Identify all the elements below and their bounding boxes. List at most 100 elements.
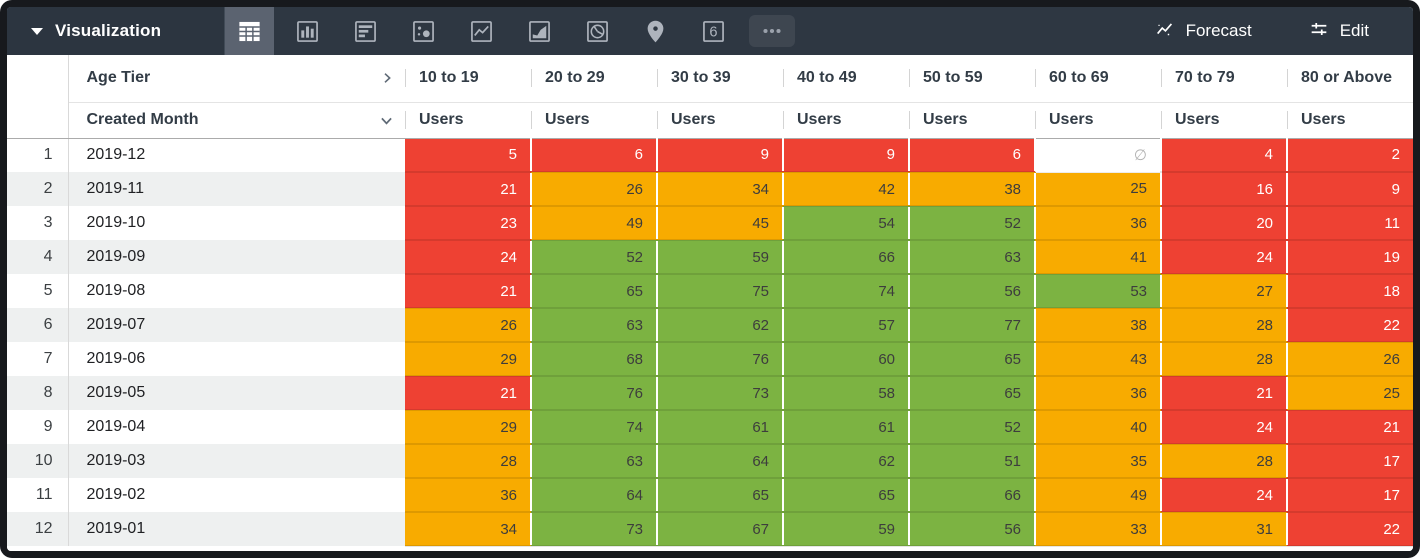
value-cell[interactable]: 20 [1160, 206, 1287, 241]
value-cell[interactable]: 65 [656, 478, 783, 513]
value-cell[interactable]: 21 [1286, 410, 1413, 445]
measure-header[interactable]: Users [657, 102, 783, 139]
value-cell[interactable]: 68 [530, 342, 657, 377]
month-cell[interactable]: 2019-04 [68, 410, 405, 444]
value-cell[interactable]: 67 [656, 512, 783, 547]
value-cell[interactable]: 25 [1286, 376, 1413, 411]
value-cell[interactable]: 51 [908, 444, 1035, 479]
value-cell[interactable]: 61 [656, 410, 783, 445]
value-cell[interactable]: 66 [782, 240, 909, 275]
value-cell[interactable]: 28 [1160, 342, 1287, 377]
value-cell[interactable]: 52 [908, 410, 1035, 445]
forecast-button[interactable]: Forecast [1154, 18, 1252, 45]
viz-type-table[interactable] [225, 7, 274, 55]
value-cell[interactable]: 21 [1160, 376, 1287, 411]
viz-type-area[interactable] [515, 7, 564, 55]
pivot-column-header[interactable]: 40 to 49 [783, 55, 909, 103]
month-cell[interactable]: 2019-05 [68, 376, 405, 410]
viz-type-map[interactable] [631, 7, 680, 55]
value-cell[interactable]: 27 [1160, 274, 1287, 309]
pivot-column-header[interactable]: 20 to 29 [531, 55, 657, 103]
value-cell[interactable]: 25 [1034, 172, 1161, 207]
value-cell[interactable]: 59 [782, 512, 909, 547]
value-cell[interactable]: 74 [782, 274, 909, 309]
value-cell[interactable]: 26 [405, 308, 531, 343]
value-cell[interactable]: 38 [1034, 308, 1161, 343]
edit-button[interactable]: Edit [1308, 18, 1369, 45]
value-cell[interactable]: 28 [1160, 444, 1287, 479]
value-cell[interactable]: 9 [1286, 172, 1413, 207]
value-cell[interactable]: 73 [656, 376, 783, 411]
value-cell[interactable]: 66 [908, 478, 1035, 513]
value-cell[interactable]: 33 [1034, 512, 1161, 547]
value-cell[interactable]: 19 [1286, 240, 1413, 275]
value-cell[interactable]: 28 [1160, 308, 1287, 343]
value-cell[interactable]: 36 [1034, 206, 1161, 241]
value-cell[interactable]: 62 [782, 444, 909, 479]
value-cell[interactable]: 53 [1034, 274, 1161, 309]
month-cell[interactable]: 2019-02 [68, 478, 405, 512]
value-cell[interactable]: 24 [1160, 240, 1287, 275]
value-cell[interactable]: 6 [908, 138, 1035, 173]
value-cell[interactable]: 76 [530, 376, 657, 411]
value-cell[interactable]: 45 [656, 206, 783, 241]
value-cell[interactable]: 65 [782, 478, 909, 513]
month-cell[interactable]: 2019-03 [68, 444, 405, 478]
pivot-column-header[interactable]: 10 to 19 [405, 55, 531, 103]
month-cell[interactable]: 2019-06 [68, 342, 405, 376]
value-cell[interactable]: 18 [1286, 274, 1413, 309]
measure-header[interactable]: Users [531, 102, 657, 139]
value-cell[interactable]: 64 [656, 444, 783, 479]
measure-header[interactable]: Users [783, 102, 909, 139]
value-cell[interactable]: 65 [908, 376, 1035, 411]
value-cell[interactable]: 65 [530, 274, 657, 309]
value-cell[interactable]: 26 [530, 172, 657, 207]
pivot-field-header[interactable]: Age Tier [68, 55, 405, 103]
value-cell[interactable]: 63 [908, 240, 1035, 275]
value-cell[interactable]: 62 [656, 308, 783, 343]
month-cell[interactable]: 2019-09 [68, 240, 405, 274]
value-cell[interactable]: 63 [530, 308, 657, 343]
value-cell[interactable]: 17 [1286, 478, 1413, 513]
value-cell[interactable]: 64 [530, 478, 657, 513]
viz-type-line[interactable] [457, 7, 506, 55]
value-cell[interactable]: 11 [1286, 206, 1413, 241]
value-cell[interactable]: 21 [405, 376, 531, 411]
value-cell[interactable]: 5 [405, 138, 531, 173]
null-value-cell[interactable]: ∅ [1034, 138, 1161, 173]
value-cell[interactable]: 35 [1034, 444, 1161, 479]
visualization-section-toggle[interactable]: Visualization [7, 7, 225, 55]
value-cell[interactable]: 36 [1034, 376, 1161, 411]
value-cell[interactable]: 77 [908, 308, 1035, 343]
value-cell[interactable]: 9 [656, 138, 783, 173]
measure-header[interactable]: Users [1161, 102, 1287, 139]
measure-header[interactable]: Users [1035, 102, 1161, 139]
value-cell[interactable]: 76 [656, 342, 783, 377]
value-cell[interactable]: 52 [530, 240, 657, 275]
value-cell[interactable]: 59 [656, 240, 783, 275]
value-cell[interactable]: 34 [405, 512, 531, 547]
viz-type-pie[interactable] [573, 7, 622, 55]
value-cell[interactable]: 21 [405, 172, 531, 207]
value-cell[interactable]: 2 [1286, 138, 1413, 173]
value-cell[interactable]: 28 [405, 444, 531, 479]
value-cell[interactable]: 40 [1034, 410, 1161, 445]
value-cell[interactable]: 31 [1160, 512, 1287, 547]
viz-type-more[interactable] [747, 7, 796, 55]
value-cell[interactable]: 17 [1286, 444, 1413, 479]
value-cell[interactable]: 22 [1286, 512, 1413, 547]
value-cell[interactable]: 57 [782, 308, 909, 343]
value-cell[interactable]: 63 [530, 444, 657, 479]
value-cell[interactable]: 56 [908, 512, 1035, 547]
value-cell[interactable]: 21 [405, 274, 531, 309]
measure-header[interactable]: Users [909, 102, 1035, 139]
pivot-column-header[interactable]: 70 to 79 [1161, 55, 1287, 103]
value-cell[interactable]: 74 [530, 410, 657, 445]
value-cell[interactable]: 4 [1160, 138, 1287, 173]
row-field-header[interactable]: Created Month [68, 102, 405, 139]
value-cell[interactable]: 29 [405, 342, 531, 377]
month-cell[interactable]: 2019-01 [68, 512, 405, 546]
pivot-column-header[interactable]: 60 to 69 [1035, 55, 1161, 103]
month-cell[interactable]: 2019-08 [68, 274, 405, 308]
value-cell[interactable]: 26 [1286, 342, 1413, 377]
